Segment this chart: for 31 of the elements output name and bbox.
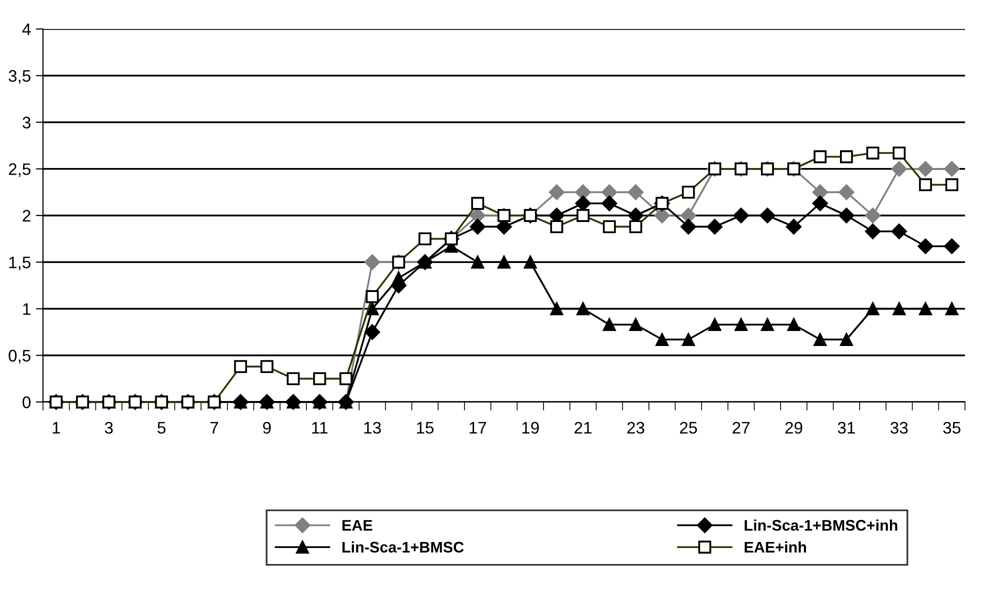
y-tick-label: 1,5 — [9, 256, 30, 270]
legend-label: EAE+inh — [744, 541, 806, 552]
x-tick-label: 33 — [890, 422, 908, 434]
y-tick-label: 4 — [22, 24, 31, 36]
x-tick-label: 27 — [732, 422, 750, 434]
x-tick-label: 19 — [522, 422, 539, 434]
x-tick-label: 5 — [158, 422, 166, 434]
legend-label: EAE — [342, 520, 372, 531]
y-tick-label: 1 — [23, 303, 30, 315]
x-tick-label: 3 — [104, 422, 113, 434]
x-tick-label: 25 — [680, 422, 697, 434]
x-tick-label: 15 — [416, 422, 434, 434]
x-tick-label: 35 — [943, 422, 960, 434]
x-tick-label: 9 — [263, 422, 271, 434]
x-tick-label: 21 — [574, 422, 592, 434]
x-tick-label: 7 — [210, 422, 218, 434]
x-tick-label: 13 — [364, 422, 381, 434]
y-tick-label: 3 — [22, 116, 30, 128]
legend-label: Lin-Sca-1+BMSC — [342, 541, 464, 553]
x-tick-label: 23 — [627, 422, 644, 434]
x-tick-label: 11 — [312, 422, 328, 434]
x-tick-label: 31 — [838, 422, 855, 434]
x-tick-label: 1 — [52, 422, 60, 434]
y-tick-label: 2,5 — [8, 163, 30, 178]
legend-label: Lin-Sca-1+BMSC+inh — [744, 520, 898, 531]
y-tick-label: 2 — [22, 210, 30, 222]
y-tick-label: 3,5 — [8, 70, 30, 84]
y-tick-label: 0 — [22, 396, 31, 408]
x-tick-label: 29 — [785, 422, 802, 434]
x-tick-label: 17 — [470, 422, 486, 434]
y-tick-label: 0,5 — [8, 350, 30, 364]
